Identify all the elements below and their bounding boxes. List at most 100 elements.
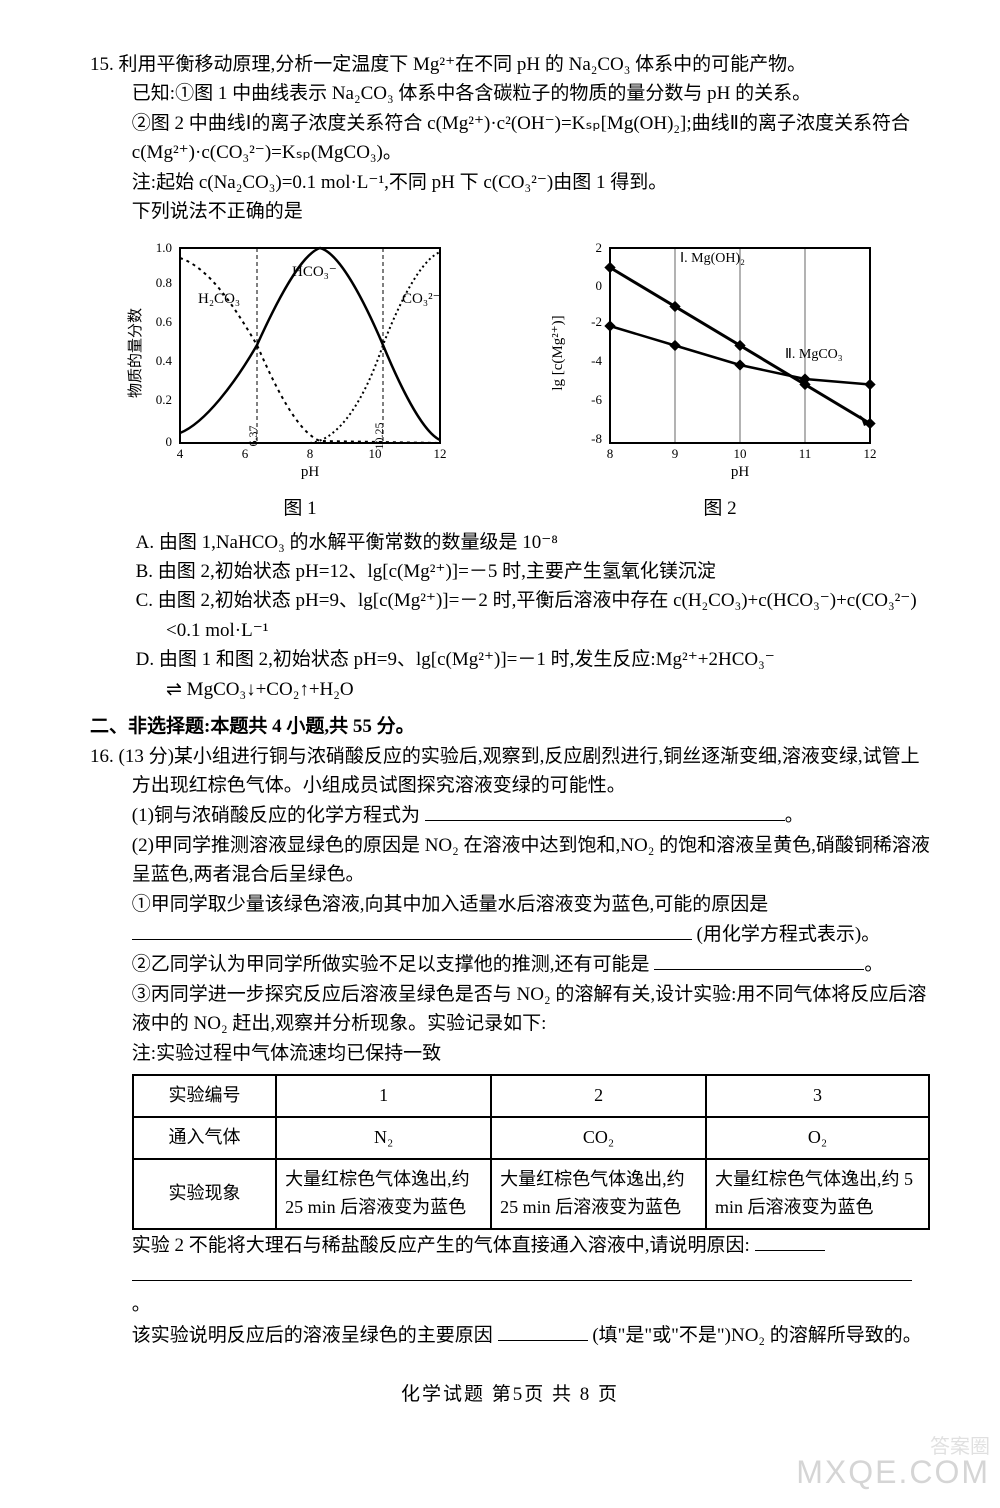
figure-1-wrap: 0 0.2 0.4 0.6 0.8 1.0 4 6 8 10 12: [120, 233, 480, 524]
q16-note3: 注:实验过程中气体流速均已保持一致: [90, 1039, 930, 1068]
th-3: 3: [706, 1075, 929, 1117]
fig2-caption: 图 2: [540, 494, 900, 523]
blank-1[interactable]: [425, 800, 785, 821]
svg-text:0: 0: [166, 434, 173, 449]
q15-num: 15.: [90, 54, 114, 75]
blank-4b[interactable]: [132, 1260, 912, 1281]
q15-optD1: D. 由图 1 和图 2,初始状态 pH=9、lg[c(Mg²⁺)]=－1 时,…: [90, 645, 930, 674]
q16-p1: (1)铜与浓硝酸反应的化学方程式为 。: [90, 800, 930, 830]
table-row: 通入气体 N₂ CO₂ O₂: [133, 1117, 929, 1159]
q15-stem3: ②图 2 中曲线Ⅰ的离子浓度关系符合 c(Mg²⁺)·c²(OH⁻)=Kₛₚ[M…: [90, 109, 930, 168]
svg-text:0.8: 0.8: [156, 275, 172, 290]
q16-stem: (13 分)某小组进行铜与浓硝酸反应的实验后,观察到,反应剧烈进行,铜丝逐渐变细…: [119, 746, 920, 796]
svg-text:-8: -8: [591, 431, 602, 446]
section-2-title: 二、非选择题:本题共 4 小题,共 55 分。: [90, 712, 930, 741]
q16-p2-2text: ②乙同学认为甲同学所做实验不足以支撑他的推测,还有可能是: [132, 954, 650, 975]
q16-num: 16.: [90, 746, 114, 767]
q16-p2-2end: 。: [864, 954, 883, 975]
svg-text:HCO₃⁻: HCO₃⁻: [292, 264, 337, 280]
q16-p2a: (2)甲同学推测溶液显绿色的原因是 NO₂ 在溶液中达到饱和,NO₂ 的饱和溶液…: [90, 831, 930, 890]
svg-text:Ⅱ. MgCO₃: Ⅱ. MgCO₃: [785, 347, 843, 362]
q16-p1-text: (1)铜与浓硝酸反应的化学方程式为: [132, 805, 420, 826]
svg-text:pH: pH: [731, 464, 750, 480]
svg-text:lg [c(Mg²⁺)]: lg [c(Mg²⁺)]: [550, 315, 566, 390]
q16-p2-1: ①甲同学取少量该绿色溶液,向其中加入适量水后溶液变为蓝色,可能的原因是: [90, 890, 930, 919]
svg-text:0.2: 0.2: [156, 392, 172, 407]
svg-text:物质的量分数: 物质的量分数: [127, 308, 144, 398]
fig1-caption: 图 1: [120, 494, 480, 523]
q15-prompt: 下列说法不正确的是: [90, 197, 930, 226]
svg-text:8: 8: [607, 446, 614, 461]
svg-text:8: 8: [307, 446, 314, 461]
svg-text:4: 4: [177, 446, 184, 461]
watermark-1: MXQE.COM: [796, 1448, 990, 1498]
blank-5[interactable]: [498, 1320, 588, 1341]
td-obs-label: 实验现象: [133, 1159, 276, 1229]
svg-text:CO₃²⁻: CO₃²⁻: [402, 291, 440, 307]
q16-p2-1-blankline: (用化学方程式表示)。: [90, 919, 930, 949]
svg-text:0.4: 0.4: [156, 353, 173, 368]
svg-text:11: 11: [799, 446, 812, 461]
td-gas-3: O₂: [706, 1117, 929, 1159]
th-2: 2: [491, 1075, 706, 1117]
blank-3[interactable]: [654, 949, 864, 970]
q16-after1: 实验 2 不能将大理石与稀盐酸反应产生的气体直接通入溶液中,请说明原因:: [90, 1230, 930, 1260]
q15-line1: 15. 利用平衡移动原理,分析一定温度下 Mg²⁺在不同 pH 的 Na₂CO₃…: [90, 50, 930, 79]
svg-text:-2: -2: [591, 314, 602, 329]
svg-text:-6: -6: [591, 392, 602, 407]
svg-text:-4: -4: [591, 353, 602, 368]
figure-2-wrap: -8 -6 -4 -2 0 2 8 9 10 11 12: [540, 233, 900, 524]
question-16: 16. (13 分)某小组进行铜与浓硝酸反应的实验后,观察到,反应剧烈进行,铜丝…: [90, 742, 930, 1350]
q16-after1end: 。: [132, 1294, 151, 1315]
q15-optA: A. 由图 1,NaHCO₃ 的水解平衡常数的数量级是 10⁻⁸: [90, 528, 930, 557]
page-footer: 化学试题 第5页 共 8 页: [90, 1380, 930, 1409]
q16-after2b: (填"是"或"不是")NO₂ 的溶解所导致的。: [592, 1325, 922, 1346]
td-obs-1: 大量红棕色气体逸出,约 25 min 后溶液变为蓝色: [276, 1159, 491, 1229]
q16-after1-line2: 。: [90, 1260, 930, 1320]
svg-text:10: 10: [734, 446, 747, 461]
svg-text:12: 12: [434, 446, 447, 461]
question-15: 15. 利用平衡移动原理,分析一定温度下 Mg²⁺在不同 pH 的 Na₂CO₃…: [90, 50, 930, 704]
td-obs-3: 大量红棕色气体逸出,约 5 min 后溶液变为蓝色: [706, 1159, 929, 1229]
q16-after2a: 该实验说明反应后的溶液呈绿色的主要原因: [132, 1325, 493, 1346]
svg-text:H₂CO₃: H₂CO₃: [198, 291, 240, 307]
q15-stem2: 已知:①图 1 中曲线表示 Na₂CO₃ 体系中各含碳粒子的物质的量分数与 pH…: [90, 79, 930, 108]
experiment-table: 实验编号 1 2 3 通入气体 N₂ CO₂ O₂ 实验现象 大量红棕色气体逸出…: [132, 1074, 930, 1230]
svg-text:1.0: 1.0: [156, 240, 172, 255]
svg-text:pH: pH: [301, 464, 320, 480]
svg-text:2: 2: [596, 240, 603, 255]
blank-4a[interactable]: [755, 1230, 825, 1251]
td-gas-2: CO₂: [491, 1117, 706, 1159]
table-row: 实验编号 1 2 3: [133, 1075, 929, 1117]
svg-text:0.6: 0.6: [156, 314, 173, 329]
q16-p2-3: ③丙同学进一步探究反应后溶液呈绿色是否与 NO₂ 的溶解有关,设计实验:用不同气…: [90, 980, 930, 1039]
svg-text:6.37: 6.37: [246, 425, 260, 446]
q16-p2-2: ②乙同学认为甲同学所做实验不足以支撑他的推测,还有可能是 。: [90, 949, 930, 979]
svg-text:6: 6: [242, 446, 249, 461]
figure-2-svg: -8 -6 -4 -2 0 2 8 9 10 11 12: [540, 233, 900, 483]
q15-note: 注:起始 c(Na₂CO₃)=0.1 mol·L⁻¹,不同 pH 下 c(CO₃…: [90, 168, 930, 197]
td-gas-1: N₂: [276, 1117, 491, 1159]
figure-1-svg: 0 0.2 0.4 0.6 0.8 1.0 4 6 8 10 12: [120, 233, 480, 483]
svg-text:9: 9: [672, 446, 679, 461]
svg-text:0: 0: [596, 278, 603, 293]
table-row: 实验现象 大量红棕色气体逸出,约 25 min 后溶液变为蓝色 大量红棕色气体逸…: [133, 1159, 929, 1229]
td-gas-label: 通入气体: [133, 1117, 276, 1159]
q16-line1: 16. (13 分)某小组进行铜与浓硝酸反应的实验后,观察到,反应剧烈进行,铜丝…: [90, 742, 930, 801]
q16-p2-1a: ①甲同学取少量该绿色溶液,向其中加入适量水后溶液变为蓝色,可能的原因是: [132, 894, 769, 915]
q15-optD2: ⇌ MgCO₃↓+CO₂↑+H₂O: [90, 675, 930, 704]
q16-after1-text: 实验 2 不能将大理石与稀盐酸反应产生的气体直接通入溶液中,请说明原因:: [132, 1235, 750, 1256]
q15-figures: 0 0.2 0.4 0.6 0.8 1.0 4 6 8 10 12: [90, 233, 930, 524]
th-0: 实验编号: [133, 1075, 276, 1117]
th-1: 1: [276, 1075, 491, 1117]
q16-p2-1b: (用化学方程式表示)。: [697, 924, 881, 945]
q15-optC: C. 由图 2,初始状态 pH=9、lg[c(Mg²⁺)]=－2 时,平衡后溶液…: [90, 586, 930, 645]
svg-text:12: 12: [864, 446, 877, 461]
watermark-2: 答案圈: [930, 1432, 990, 1463]
q16-after2: 该实验说明反应后的溶液呈绿色的主要原因 (填"是"或"不是")NO₂ 的溶解所导…: [90, 1320, 930, 1350]
blank-2[interactable]: [132, 919, 692, 940]
q16-p1end: 。: [785, 805, 804, 826]
td-obs-2: 大量红棕色气体逸出,约 25 min 后溶液变为蓝色: [491, 1159, 706, 1229]
svg-text:10.25: 10.25: [372, 422, 386, 449]
q15-optB: B. 由图 2,初始状态 pH=12、lg[c(Mg²⁺)]=－5 时,主要产生…: [90, 557, 930, 586]
